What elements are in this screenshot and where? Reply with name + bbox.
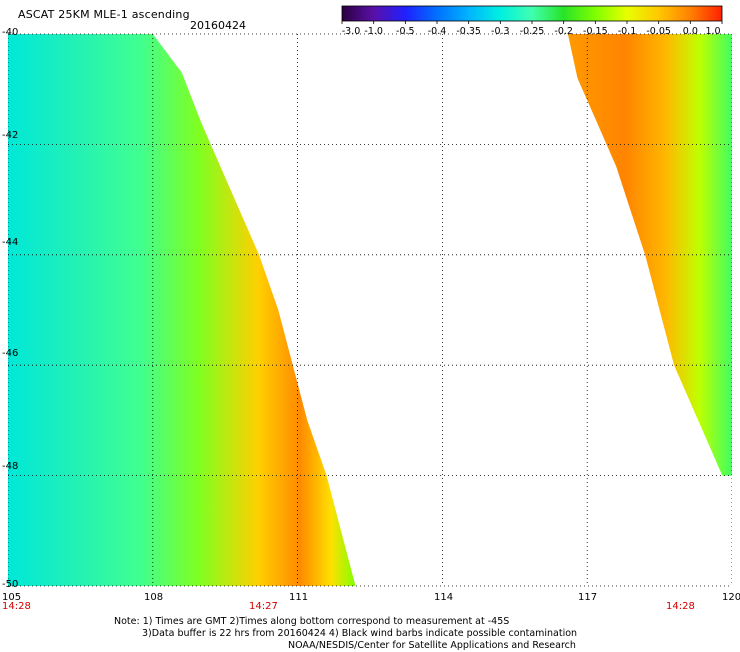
colorbar-tick-label: 1.0 bbox=[705, 26, 720, 37]
colorbar-tick-label: -0.05 bbox=[646, 26, 671, 37]
colorbar-tick-label: -0.2 bbox=[554, 26, 573, 37]
lon-label-120: 120 bbox=[722, 592, 740, 603]
lat-label-48: -48 bbox=[2, 461, 19, 472]
colorbar-tick-label: -0.1 bbox=[618, 26, 637, 37]
note-line-1: Note: 1) Times are GMT 2)Times along bot… bbox=[114, 616, 510, 627]
colorbar-tick-label: -0.3 bbox=[491, 26, 510, 37]
lon-label-117: 117 bbox=[578, 592, 598, 603]
lat-label-44: -44 bbox=[2, 237, 19, 248]
map-date: 20160424 bbox=[190, 19, 246, 32]
note-line-2: 3)Data buffer is 22 hrs from 20160424 4)… bbox=[142, 628, 578, 639]
lat-label-40: -40 bbox=[2, 27, 19, 38]
lon-label-108: 108 bbox=[144, 592, 164, 603]
colorbar: -3.0 -1.0 -0.5 -0.4 -0.35 -0.3 -0.25 -0.2 -0.15-… bbox=[341, 5, 723, 37]
lat-label-46: -46 bbox=[2, 348, 19, 359]
lat-label-50: -50 bbox=[2, 579, 19, 590]
colorbar-tick-label: -3.0 bbox=[342, 26, 361, 37]
time-label-middle: 14:27 bbox=[249, 601, 278, 612]
colorbar-tick-label: -0.25 bbox=[520, 26, 545, 37]
notes: Note: 1) Times are GMT 2)Times along bot… bbox=[114, 616, 577, 652]
lon-label-111: 111 bbox=[289, 592, 309, 603]
time-label-right: 14:28 bbox=[666, 601, 695, 612]
time-label-left: 14:28 bbox=[2, 601, 31, 612]
lon-label-105: 105 bbox=[2, 592, 22, 603]
lat-label-42: -42 bbox=[2, 130, 19, 141]
gridlines bbox=[8, 33, 732, 587]
lon-label-114: 114 bbox=[434, 592, 454, 603]
colorbar-tick-label: -0.4 bbox=[428, 26, 447, 37]
map-plot bbox=[8, 33, 732, 587]
colorbar-tick-label: 0.0 bbox=[683, 26, 698, 37]
west-swath bbox=[8, 34, 356, 586]
colorbar-gradient bbox=[341, 5, 723, 22]
map-title: ASCAT 25KM MLE-1 ascending bbox=[18, 8, 190, 21]
note-line-3: NOAA/NESDIS/Center for Satellite Applica… bbox=[288, 640, 576, 651]
colorbar-tick-label: -0.35 bbox=[456, 26, 481, 37]
colorbar-tick-label: -1.0 bbox=[364, 26, 383, 37]
colorbar-tick-label: -0.5 bbox=[396, 26, 415, 37]
colorbar-tick-label: -0.15 bbox=[583, 26, 608, 37]
